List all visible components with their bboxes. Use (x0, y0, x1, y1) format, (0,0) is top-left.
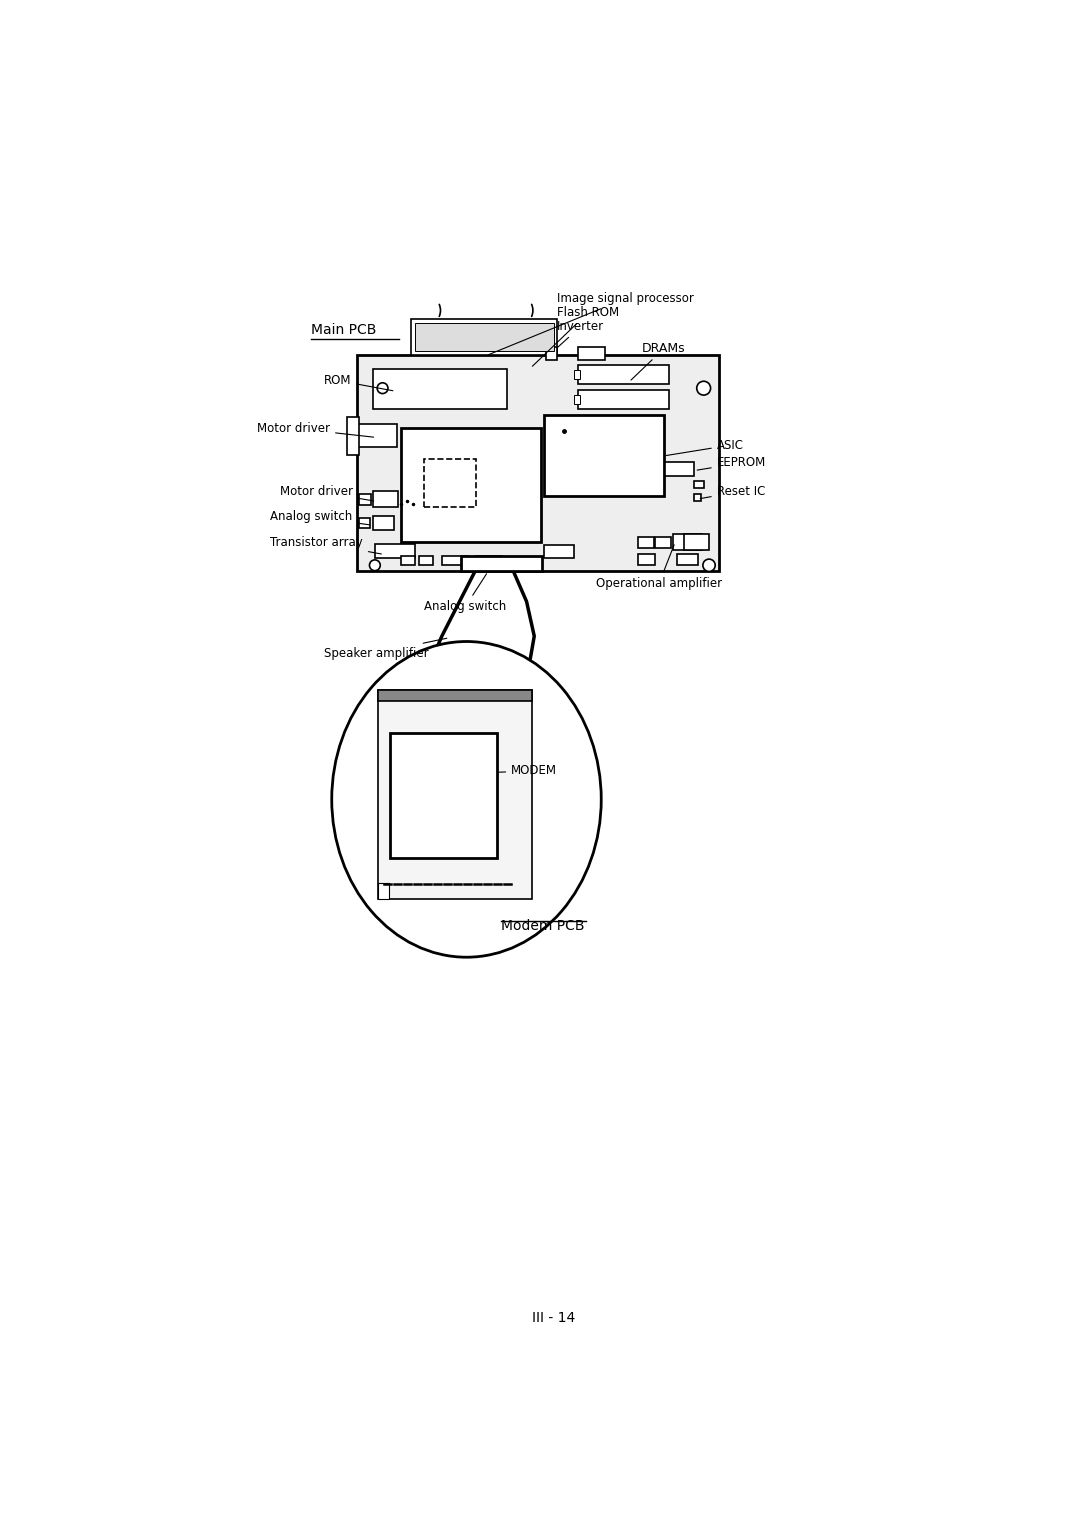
Circle shape (703, 559, 715, 571)
Bar (373, 492, 397, 507)
Bar (442, 556, 469, 565)
Bar (390, 733, 497, 857)
Text: Reset IC: Reset IC (700, 484, 765, 498)
Text: EEPROM: EEPROM (698, 457, 766, 471)
Bar (461, 556, 542, 571)
Bar (401, 428, 541, 542)
Bar (638, 536, 653, 547)
Text: Analog switch: Analog switch (270, 510, 369, 524)
Text: Speaker amplifier: Speaker amplifier (324, 639, 447, 660)
Bar (419, 556, 433, 565)
Text: ROM: ROM (324, 374, 393, 391)
Bar (357, 425, 397, 448)
Text: Flash ROM: Flash ROM (532, 306, 620, 367)
Bar (347, 417, 359, 455)
Text: MODEM: MODEM (475, 764, 557, 778)
Bar (665, 461, 694, 475)
Bar (685, 535, 710, 550)
Bar (573, 370, 580, 379)
Bar (357, 354, 719, 570)
Circle shape (369, 559, 380, 570)
Bar (375, 544, 415, 558)
Bar (359, 495, 372, 506)
Bar (545, 347, 557, 361)
Bar (677, 555, 699, 565)
Ellipse shape (332, 642, 602, 957)
Bar (415, 322, 554, 351)
Bar (544, 545, 573, 558)
Text: ASIC: ASIC (666, 439, 744, 455)
Bar (693, 481, 704, 489)
Bar (475, 556, 502, 565)
Bar (573, 396, 580, 405)
Bar (544, 416, 663, 497)
Bar (578, 365, 669, 384)
Bar (359, 518, 370, 527)
Bar (578, 391, 669, 410)
Text: Main PCB: Main PCB (311, 324, 376, 338)
Circle shape (697, 382, 711, 396)
Bar (578, 347, 605, 361)
Bar (424, 458, 476, 507)
Text: Image signal processor: Image signal processor (488, 292, 694, 354)
Bar (373, 516, 394, 530)
Text: Modem PCB: Modem PCB (501, 920, 584, 934)
Bar (378, 883, 389, 900)
Text: III - 14: III - 14 (531, 1311, 576, 1325)
Bar (378, 691, 532, 701)
Circle shape (377, 384, 388, 394)
Bar (656, 536, 671, 547)
Text: Motor driver: Motor driver (257, 422, 374, 437)
Text: Motor driver: Motor driver (280, 484, 374, 501)
Text: Operational amplifier: Operational amplifier (596, 545, 721, 590)
Bar (693, 495, 701, 501)
Bar (373, 368, 508, 410)
Bar (378, 691, 532, 900)
Bar (673, 535, 702, 550)
Text: Inverter: Inverter (557, 319, 605, 348)
Text: DRAMs: DRAMs (631, 342, 686, 380)
Bar (411, 319, 557, 354)
Text: Transistor array: Transistor array (270, 536, 381, 555)
Text: Analog switch: Analog switch (424, 575, 507, 613)
Bar (638, 555, 656, 565)
Bar (401, 556, 415, 565)
